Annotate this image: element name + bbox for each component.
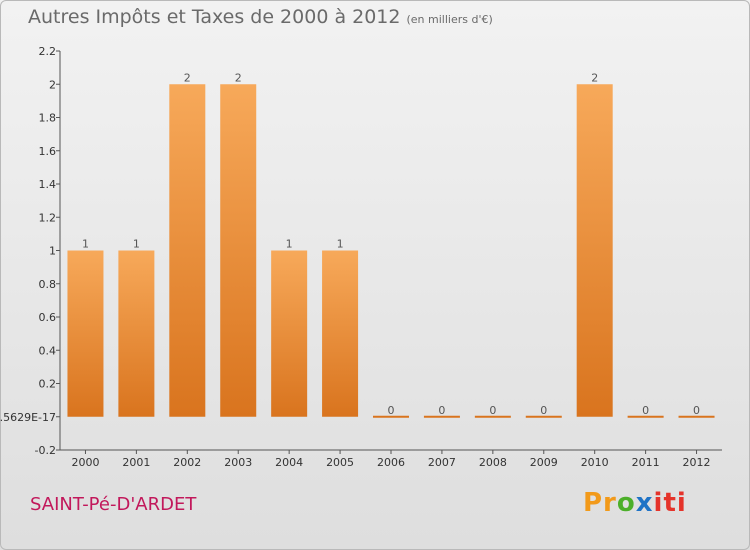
y-tick-label: 0.4	[39, 344, 57, 357]
y-tick-label: 0.6	[39, 311, 57, 324]
bar-data-label: 2	[235, 71, 242, 84]
y-tick-label: 2	[49, 78, 56, 91]
bar	[67, 250, 104, 417]
bar-data-label: 0	[693, 404, 700, 417]
x-tick-label: 2006	[377, 456, 405, 469]
bar	[576, 84, 613, 417]
bar-data-label: 0	[438, 404, 445, 417]
bar	[474, 415, 511, 418]
logo-letters-2: o	[616, 488, 636, 518]
x-tick-label: 2010	[581, 456, 609, 469]
y-tick-label: 1.6	[39, 145, 57, 158]
bar-data-label: 2	[591, 71, 598, 84]
chart-unit: (en milliers d'€)	[406, 13, 493, 26]
y-tick-label: 0.8	[39, 278, 57, 291]
bar	[322, 250, 359, 417]
x-tick-label: 2012	[683, 456, 711, 469]
x-tick-label: 2001	[122, 456, 150, 469]
bar-data-label: 0	[388, 404, 395, 417]
y-tick-label: -1.5629E-17	[0, 411, 56, 424]
bar-data-label: 1	[337, 238, 344, 251]
x-tick-label: 2009	[530, 456, 558, 469]
bar	[627, 415, 664, 418]
bar	[271, 250, 308, 417]
bar	[525, 415, 562, 418]
y-tick-label: 1.2	[39, 211, 57, 224]
bar-data-label: 0	[489, 404, 496, 417]
bar	[678, 415, 715, 418]
x-tick-label: 2004	[275, 456, 303, 469]
bar-data-label: 2	[184, 71, 191, 84]
y-tick-label: 2.2	[39, 45, 57, 58]
logo-letters-4: iti	[653, 488, 687, 518]
y-tick-label: 1	[49, 245, 56, 258]
bar-data-label: 1	[286, 238, 293, 251]
bar	[169, 84, 206, 417]
y-tick-label: 1.4	[39, 178, 57, 191]
x-tick-label: 2003	[224, 456, 252, 469]
proxiti-logo[interactable]: Proxiti	[583, 488, 687, 518]
x-tick-label: 2000	[71, 456, 99, 469]
chart-title: Autres Impôts et Taxes de 2000 à 2012 (en…	[28, 6, 493, 28]
bar	[373, 415, 409, 418]
bar-data-label: 1	[133, 238, 140, 251]
chart-title-text: Autres Impôts et Taxes de 2000 à 2012	[28, 6, 401, 28]
bar	[220, 84, 257, 417]
logo-letters-1: Pr	[583, 488, 617, 518]
x-tick-label: 2011	[632, 456, 660, 469]
x-tick-label: 2007	[428, 456, 456, 469]
x-tick-label: 2005	[326, 456, 354, 469]
x-tick-label: 2008	[479, 456, 507, 469]
x-tick-label: 2002	[173, 456, 201, 469]
y-tick-label: -0.2	[35, 444, 56, 457]
y-tick-label: 0.2	[39, 378, 57, 391]
y-tick-label: 1.8	[39, 112, 57, 125]
commune-name: SAINT-Pé-D'ARDET	[30, 494, 197, 515]
logo-letters-3: x	[635, 488, 654, 518]
bar	[423, 415, 460, 418]
bar-data-label: 0	[642, 404, 649, 417]
bar	[118, 250, 155, 417]
bar-data-label: 1	[82, 238, 89, 251]
bar-data-label: 0	[540, 404, 547, 417]
